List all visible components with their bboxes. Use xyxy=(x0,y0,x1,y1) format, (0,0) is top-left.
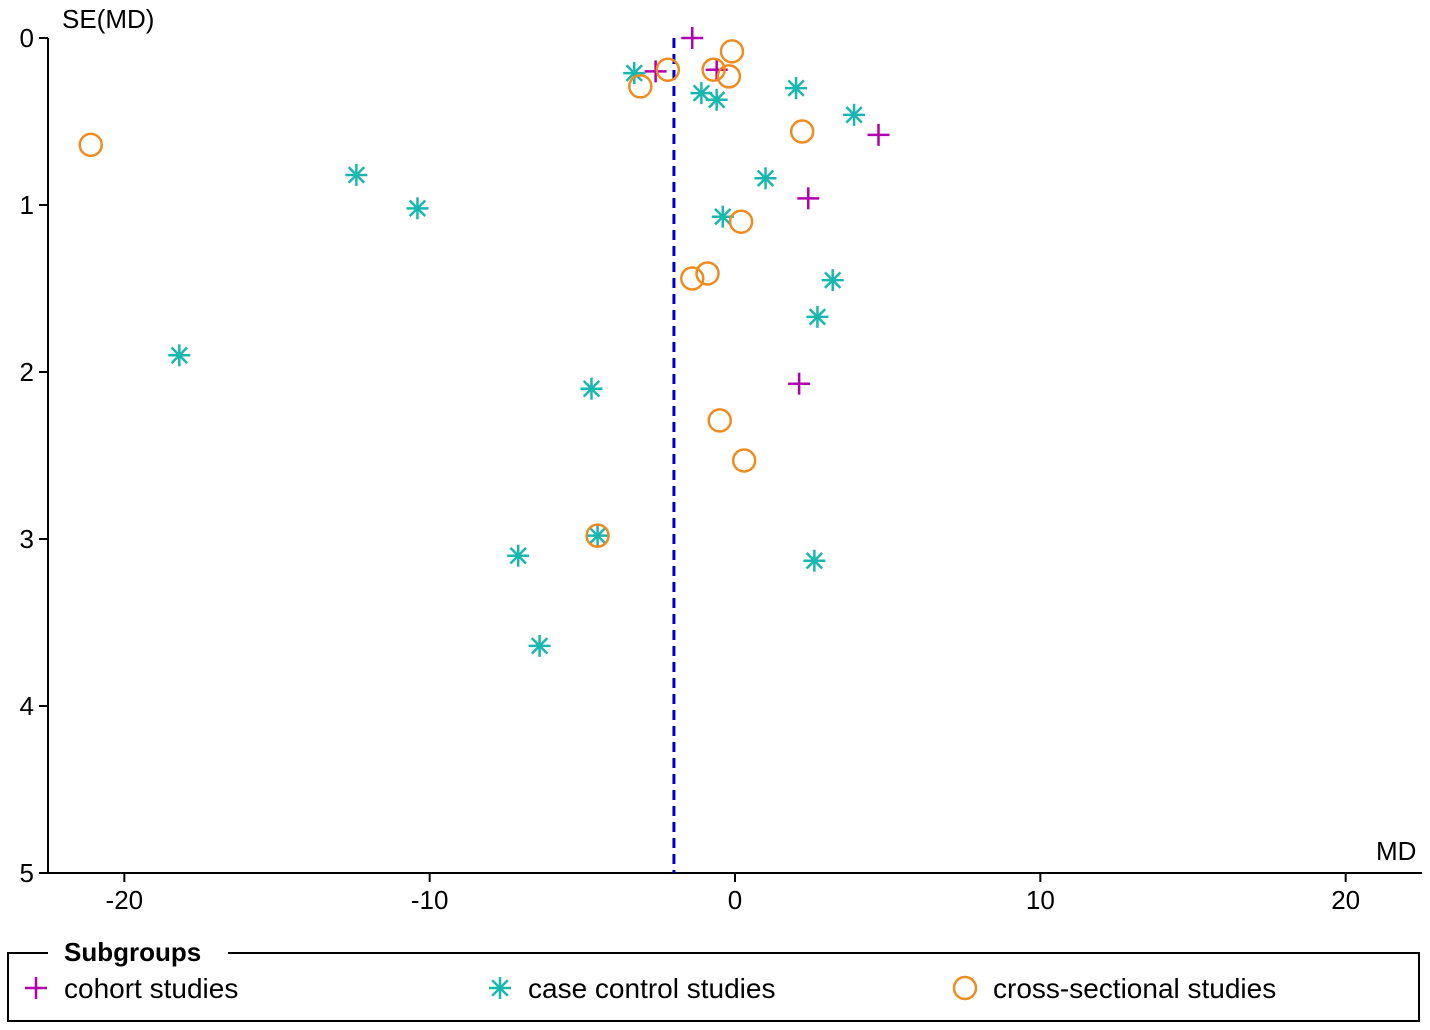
point-cohort-studies xyxy=(788,372,811,395)
y-axis-ticks: 0 1 2 3 4 5 xyxy=(20,23,48,888)
point-case-control-studies xyxy=(168,344,191,367)
point-case-control-studies xyxy=(507,544,530,567)
x-axis-ticks: -20 -10 0 10 20 xyxy=(106,873,1360,915)
legend-marker-cross-sectional-studies xyxy=(952,975,978,1001)
point-cross-sectional-studies xyxy=(789,119,815,144)
point-cross-sectional-studies xyxy=(731,448,757,473)
legend-item-cross-sectional-studies: cross-sectional studies xyxy=(952,973,1276,1004)
point-cross-sectional-studies xyxy=(585,523,610,548)
legend-title-backdrop xyxy=(48,938,228,966)
plot-area: -20 -10 0 10 20 0 1 2 3 4 5 SE(MD) MD xyxy=(20,4,1422,915)
legend-title: Subgroups xyxy=(64,937,201,967)
x-tick-label: 20 xyxy=(1331,885,1360,915)
point-case-control-studies xyxy=(803,549,826,572)
data-points xyxy=(78,27,890,657)
point-case-control-studies xyxy=(785,77,808,100)
point-case-control-studies xyxy=(586,524,609,547)
point-cross-sectional-studies xyxy=(701,57,726,82)
point-cross-sectional-studies xyxy=(716,64,742,89)
point-cohort-studies xyxy=(797,187,820,210)
point-cohort-studies xyxy=(681,27,704,49)
point-cross-sectional-studies xyxy=(719,39,745,64)
legend-label: cohort studies xyxy=(64,973,238,1004)
point-cross-sectional-studies xyxy=(78,132,103,158)
point-cross-sectional-studies xyxy=(695,261,720,286)
point-case-control-studies xyxy=(806,305,829,328)
point-cross-sectional-studies xyxy=(728,209,754,234)
point-case-control-studies xyxy=(705,88,728,111)
legend-label: cross-sectional studies xyxy=(993,973,1276,1004)
point-cohort-studies xyxy=(644,60,667,83)
x-tick-label: -20 xyxy=(106,885,144,915)
point-cohort-studies xyxy=(867,123,890,146)
point-cross-sectional-studies xyxy=(680,266,705,291)
x-axis-title: MD xyxy=(1376,836,1416,866)
legend-item-cohort-studies: cohort studies xyxy=(25,973,238,1004)
legend-items: cohort studies case control studies cross-… xyxy=(25,973,1276,1004)
point-cross-sectional-studies xyxy=(707,408,732,433)
legend-marker-cohort-studies xyxy=(25,977,47,999)
x-tick-label: -10 xyxy=(411,885,449,915)
x-tick-label: 10 xyxy=(1026,885,1055,915)
point-case-control-studies xyxy=(843,103,866,126)
point-cross-sectional-studies xyxy=(655,57,681,82)
x-tick-label: 0 xyxy=(728,885,742,915)
point-case-control-studies xyxy=(528,634,551,657)
y-tick-label: 5 xyxy=(20,858,34,888)
y-axis-title: SE(MD) xyxy=(62,4,154,34)
y-tick-label: 4 xyxy=(20,691,34,721)
legend-box xyxy=(7,952,1420,1022)
point-case-control-studies xyxy=(623,62,646,85)
point-case-control-studies xyxy=(406,197,429,220)
legend-item-case-control-studies: case control studies xyxy=(489,973,775,1004)
y-tick-label: 3 xyxy=(20,524,34,554)
y-tick-label: 1 xyxy=(20,190,34,220)
legend-marker-case-control-studies xyxy=(489,977,511,999)
legend: Subgroups cohort studies case control stu… xyxy=(7,937,1420,1022)
point-cross-sectional-studies xyxy=(628,74,653,99)
point-case-control-studies xyxy=(345,163,368,186)
legend-label: case control studies xyxy=(528,973,775,1004)
point-case-control-studies xyxy=(580,377,603,400)
y-tick-label: 0 xyxy=(20,23,34,53)
y-tick-label: 2 xyxy=(20,357,34,387)
point-case-control-studies xyxy=(754,167,777,190)
point-case-control-studies xyxy=(821,269,844,292)
point-case-control-studies xyxy=(711,205,734,228)
